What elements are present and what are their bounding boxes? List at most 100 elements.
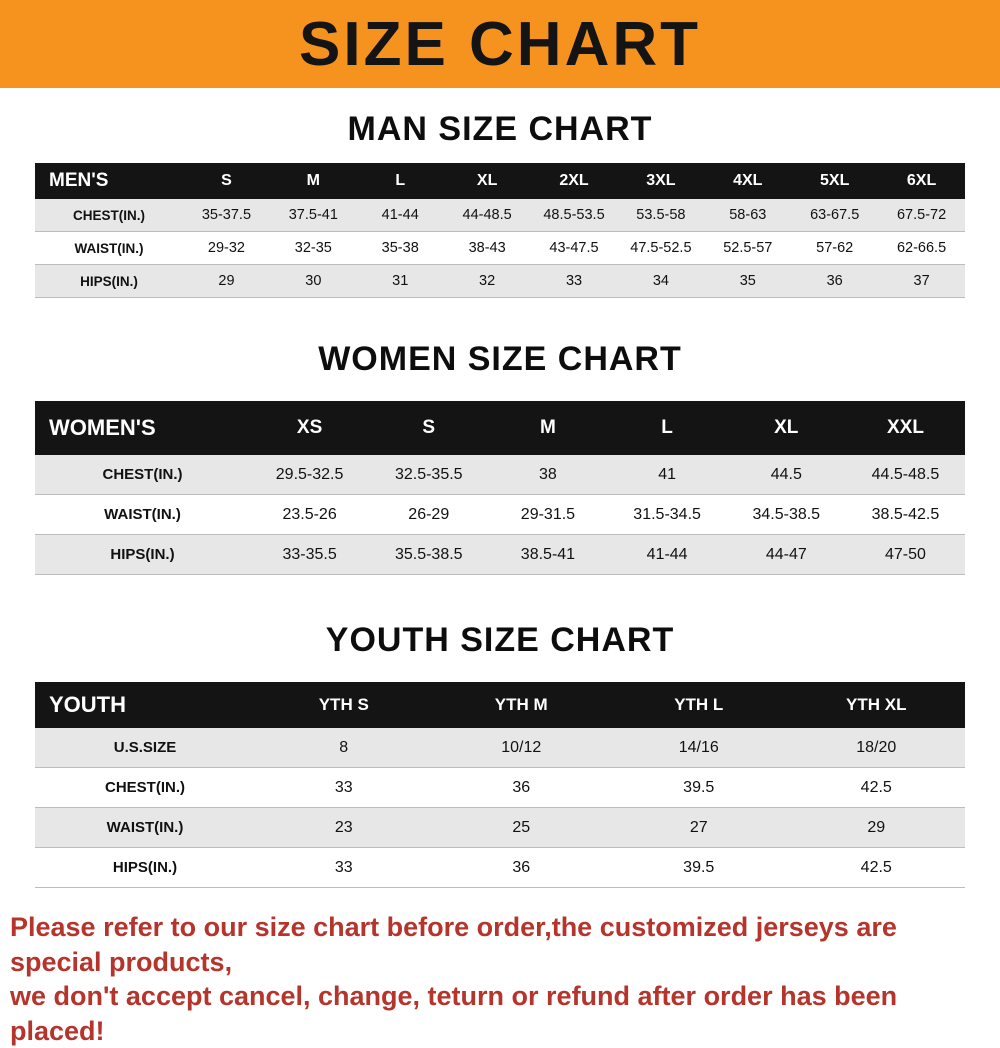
table-cell: 39.5 — [683, 778, 715, 796]
youth-size-col: YTH L — [674, 695, 724, 714]
men-size-col: 3XL — [646, 172, 676, 189]
table-cell: 29-31.5 — [520, 505, 576, 523]
youth-size-table: YOUTH YTH S YTH M YTH L YTH XL U.S.SIZE … — [35, 682, 965, 888]
women-size-col: S — [422, 417, 436, 438]
table-cell: 32-35 — [294, 240, 332, 256]
table-cell: 33 — [565, 273, 583, 289]
table-cell: 35-38 — [381, 240, 419, 256]
table-cell: 34 — [652, 273, 669, 289]
men-size-table: MEN'S S M L XL 2XL 3XL 4XL 5XL 6XL CHEST… — [35, 163, 965, 298]
table-cell: 29-32 — [207, 240, 245, 256]
table-cell: 37 — [913, 273, 930, 289]
disclaimer: Please refer to our size chart before or… — [0, 910, 1000, 1048]
table-cell: 44.5 — [770, 465, 802, 483]
table-cell: 33-35.5 — [282, 545, 337, 563]
table-cell: 27 — [689, 818, 708, 836]
table-cell: 18/20 — [856, 738, 897, 756]
table-cell: 53.5-58 — [636, 207, 686, 223]
table-cell: 35 — [739, 273, 756, 289]
row-label: HIPS(IN.) — [110, 546, 175, 563]
table-cell: 10/12 — [501, 738, 542, 756]
youth-size-col: YTH M — [494, 695, 548, 714]
table-cell: 39.5 — [683, 858, 715, 876]
men-header-label: MEN'S — [49, 170, 109, 191]
men-size-col: L — [395, 172, 406, 189]
table-cell: 38.5-42.5 — [871, 505, 940, 523]
table-cell: 23.5-26 — [282, 505, 337, 523]
men-size-col: 5XL — [820, 172, 850, 189]
men-section-heading: MAN SIZE CHART — [347, 110, 653, 148]
table-cell: 8 — [339, 738, 349, 756]
youth-size-col: YTH XL — [846, 695, 907, 714]
row-label: WAIST(IN.) — [74, 240, 144, 256]
table-cell: 31.5-34.5 — [633, 505, 701, 523]
youth-hips-row: HIPS(IN.) 33 36 39.5 42.5 — [35, 848, 965, 888]
men-size-col: S — [221, 172, 232, 189]
women-size-col: L — [661, 417, 673, 438]
women-waist-row: WAIST(IN.) 23.5-26 26-29 29-31.5 31.5-34… — [35, 495, 965, 535]
men-chest-row: CHEST(IN.) 35-37.5 37.5-41 41-44 44-48.5… — [35, 199, 965, 232]
youth-waist-row: WAIST(IN.) 23 25 27 29 — [35, 808, 965, 848]
women-hips-row: HIPS(IN.) 33-35.5 35.5-38.5 38.5-41 41-4… — [35, 535, 965, 575]
table-cell: 67.5-72 — [896, 207, 947, 223]
table-cell: 42.5 — [860, 778, 892, 796]
table-cell: 29 — [867, 818, 886, 836]
table-cell: 47.5-52.5 — [630, 240, 692, 256]
table-cell: 44.5-48.5 — [871, 465, 940, 483]
table-cell: 35.5-38.5 — [394, 545, 463, 563]
table-cell: 23 — [334, 818, 353, 836]
men-size-col: XL — [476, 172, 498, 189]
women-size-col: XXL — [886, 417, 924, 438]
women-header-row: WOMEN'S XS S M L XL XXL — [35, 401, 965, 455]
table-cell: 57-62 — [816, 240, 854, 256]
row-label: U.S.SIZE — [113, 739, 177, 756]
women-size-col: XS — [296, 417, 323, 438]
row-label: WAIST(IN.) — [104, 506, 181, 523]
table-cell: 41 — [658, 465, 676, 483]
table-cell: 43-47.5 — [549, 240, 599, 256]
youth-header-row: YOUTH YTH S YTH M YTH L YTH XL — [35, 682, 965, 728]
women-size-table: WOMEN'S XS S M L XL XXL CHEST(IN.) 29.5-… — [35, 401, 965, 575]
banner: SIZE CHART — [0, 0, 1000, 88]
men-waist-row: WAIST(IN.) 29-32 32-35 35-38 38-43 43-47… — [35, 232, 965, 265]
table-cell: 29 — [218, 273, 235, 289]
table-cell: 26-29 — [408, 505, 450, 523]
table-cell: 63-67.5 — [810, 207, 860, 223]
table-cell: 29.5-32.5 — [275, 465, 344, 483]
table-cell: 48.5-53.5 — [543, 207, 605, 223]
table-cell: 32 — [479, 273, 496, 289]
table-cell: 44-47 — [765, 545, 807, 563]
youth-chest-row: CHEST(IN.) 33 36 39.5 42.5 — [35, 768, 965, 808]
women-chest-row: CHEST(IN.) 29.5-32.5 32.5-35.5 38 41 44.… — [35, 455, 965, 495]
table-cell: 38.5-41 — [520, 545, 576, 563]
page-title: SIZE CHART — [299, 9, 701, 79]
men-size-col: 4XL — [733, 172, 763, 189]
table-cell: 47-50 — [884, 545, 926, 563]
disclaimer-line-2: we don't accept cancel, change, teturn o… — [10, 981, 898, 1046]
men-hips-row: HIPS(IN.) 29 30 31 32 33 34 35 36 37 — [35, 265, 965, 298]
row-label: HIPS(IN.) — [80, 273, 138, 289]
table-cell: 35-37.5 — [201, 207, 252, 223]
table-cell: 33 — [334, 858, 353, 876]
table-cell: 37.5-41 — [288, 207, 338, 223]
youth-ussize-row: U.S.SIZE 8 10/12 14/16 18/20 — [35, 728, 965, 768]
women-section-heading: WOMEN SIZE CHART — [318, 340, 682, 378]
table-cell: 36 — [826, 273, 843, 289]
youth-header-label: YOUTH — [49, 692, 126, 717]
men-size-col: 2XL — [559, 172, 589, 189]
table-cell: 32.5-35.5 — [394, 465, 463, 483]
table-cell: 38-43 — [468, 240, 506, 256]
table-cell: 33 — [334, 778, 353, 796]
men-size-col: M — [306, 172, 320, 189]
women-size-col: XL — [774, 417, 799, 438]
table-cell: 38 — [539, 465, 557, 483]
table-cell: 34.5-38.5 — [752, 505, 821, 523]
table-cell: 41-44 — [381, 207, 419, 223]
disclaimer-line-1: Please refer to our size chart before or… — [10, 912, 897, 977]
men-size-col: 6XL — [906, 172, 937, 189]
table-cell: 31 — [392, 273, 409, 289]
table-cell: 58-63 — [729, 207, 767, 223]
row-label: HIPS(IN.) — [112, 859, 178, 876]
row-label: CHEST(IN.) — [73, 207, 145, 223]
row-label: CHEST(IN.) — [102, 466, 183, 483]
